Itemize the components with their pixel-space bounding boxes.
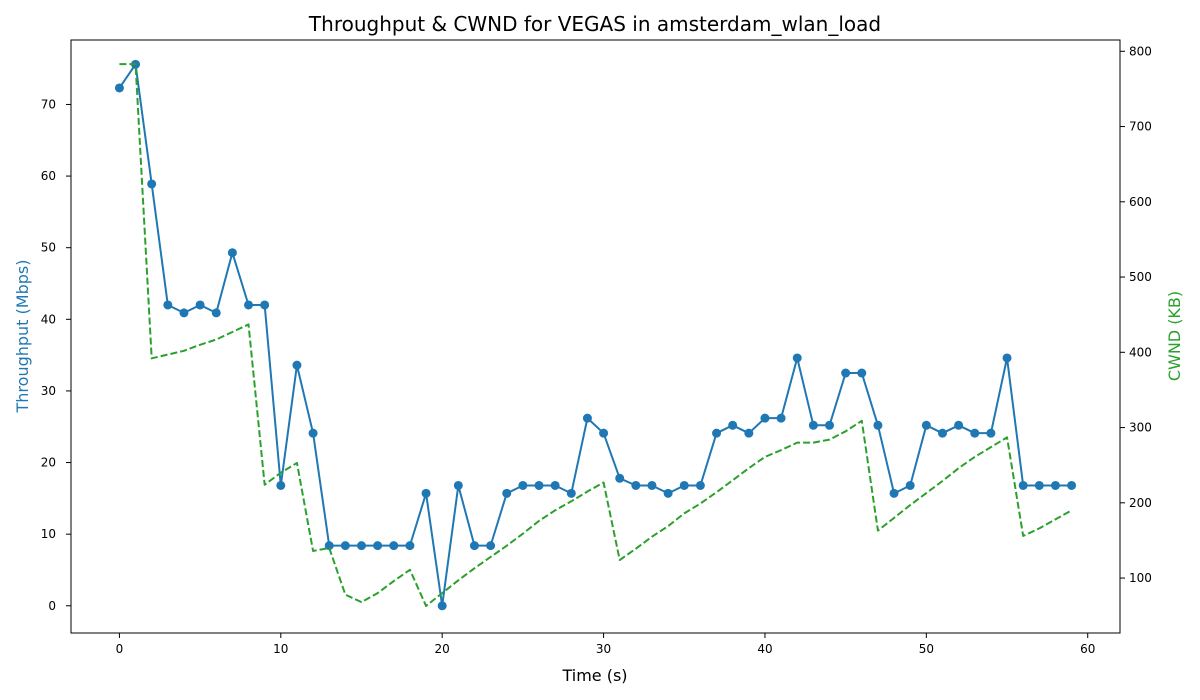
throughput-point xyxy=(873,420,883,430)
throughput-point xyxy=(647,480,657,490)
throughput-point xyxy=(1067,480,1077,490)
throughput-point xyxy=(469,541,479,551)
throughput-point xyxy=(373,541,383,551)
throughput-point xyxy=(502,488,512,498)
throughput-point xyxy=(163,300,173,310)
throughput-point xyxy=(728,420,738,430)
throughput-point xyxy=(792,353,802,363)
throughput-point xyxy=(437,601,447,611)
x-tick-label: 30 xyxy=(596,642,611,656)
throughput-point xyxy=(389,541,399,551)
x-tick-label: 60 xyxy=(1080,642,1095,656)
y-left-tick-label: 10 xyxy=(41,527,56,541)
throughput-point xyxy=(453,480,463,490)
throughput-point xyxy=(663,488,673,498)
y-right-tick-label: 100 xyxy=(1129,571,1152,585)
y-left-tick-label: 70 xyxy=(41,97,56,111)
throughput-point xyxy=(147,179,157,189)
throughput-series-line xyxy=(118,63,1072,607)
throughput-point xyxy=(615,473,625,483)
throughput-point xyxy=(825,420,835,430)
throughput-point xyxy=(227,248,237,258)
throughput-point xyxy=(889,488,899,498)
throughput-point xyxy=(486,541,496,551)
throughput-point xyxy=(566,488,576,498)
throughput-point xyxy=(1050,480,1060,490)
x-axis-title: Time (s) xyxy=(561,666,627,685)
throughput-point xyxy=(179,308,189,318)
throughput-point xyxy=(937,428,947,438)
y-axis-right-title: CWND (KB) xyxy=(1165,291,1184,381)
y-right-tick-label: 300 xyxy=(1129,421,1152,435)
throughput-point xyxy=(195,300,205,310)
throughput-point xyxy=(905,480,915,490)
throughput-point xyxy=(211,308,221,318)
throughput-point xyxy=(760,413,770,423)
y-right-tick-label: 500 xyxy=(1129,270,1152,284)
throughput-point xyxy=(292,360,302,370)
throughput-point xyxy=(695,480,705,490)
y-left-tick-label: 60 xyxy=(41,169,56,183)
throughput-point xyxy=(857,368,867,378)
throughput-point xyxy=(421,488,431,498)
y-left-tick-label: 0 xyxy=(48,599,56,613)
throughput-point xyxy=(631,480,641,490)
throughput-point xyxy=(308,428,318,438)
throughput-point xyxy=(244,300,254,310)
x-tick-label: 0 xyxy=(116,642,124,656)
chart-title: Throughput & CWND for VEGAS in amsterdam… xyxy=(308,12,881,36)
throughput-point xyxy=(921,420,931,430)
throughput-point xyxy=(970,428,980,438)
throughput-point xyxy=(534,480,544,490)
cwnd-series-line xyxy=(119,63,1073,607)
throughput-point xyxy=(518,480,528,490)
throughput-point xyxy=(1018,480,1028,490)
plot-frame xyxy=(70,39,1121,634)
y-left-tick-label: 50 xyxy=(41,241,56,255)
throughput-point xyxy=(276,480,286,490)
y-right-tick-label: 800 xyxy=(1129,44,1152,58)
throughput-point xyxy=(744,428,754,438)
throughput-point xyxy=(582,413,592,423)
y-right-tick-label: 400 xyxy=(1129,345,1152,359)
throughput-point xyxy=(986,428,996,438)
throughput-point xyxy=(405,541,415,551)
x-tick-label: 20 xyxy=(435,642,450,656)
y-right-tick-label: 200 xyxy=(1129,496,1152,510)
y-left-tick-label: 20 xyxy=(41,456,56,470)
y-right-tick-label: 700 xyxy=(1129,120,1152,134)
throughput-point xyxy=(776,413,786,423)
y-right-tick-label: 600 xyxy=(1129,195,1152,209)
x-tick-label: 40 xyxy=(757,642,772,656)
throughput-point xyxy=(260,300,270,310)
throughput-point xyxy=(841,368,851,378)
x-tick-label: 50 xyxy=(919,642,934,656)
y-left-tick-label: 30 xyxy=(41,384,56,398)
throughput-point xyxy=(954,420,964,430)
throughput-point xyxy=(599,428,609,438)
throughput-point xyxy=(114,83,124,93)
throughput-point xyxy=(340,541,350,551)
throughput-point xyxy=(808,420,818,430)
throughput-point xyxy=(712,428,722,438)
throughput-point xyxy=(1002,353,1012,363)
throughput-point xyxy=(679,480,689,490)
throughput-point xyxy=(550,480,560,490)
y-axis-left-title: Throughput (Mbps) xyxy=(13,260,32,414)
y-left-tick-label: 40 xyxy=(41,312,56,326)
throughput-point xyxy=(1034,480,1044,490)
throughput-point xyxy=(356,541,366,551)
x-tick-label: 10 xyxy=(273,642,288,656)
throughput-point xyxy=(324,541,334,551)
